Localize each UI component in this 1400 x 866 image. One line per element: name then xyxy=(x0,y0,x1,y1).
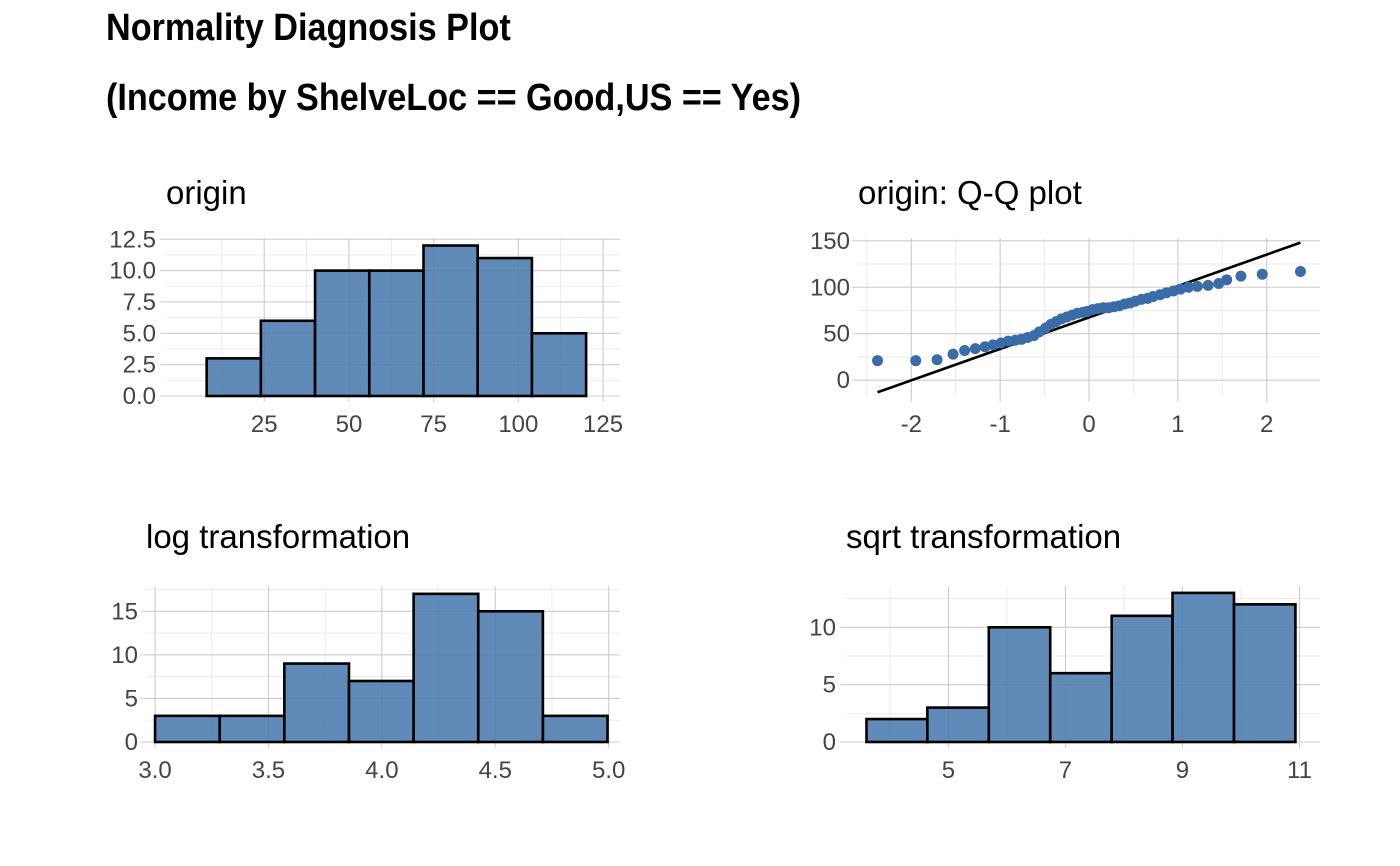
origin-y-tick-label: 5.0 xyxy=(123,320,156,347)
origin-histogram-bar xyxy=(422,244,480,398)
sqrt-x-tick-label: 9 xyxy=(1176,757,1189,784)
log-histogram-bar xyxy=(218,714,286,744)
qq-y-tick-label: 0 xyxy=(837,367,850,394)
qq-point xyxy=(1235,270,1247,282)
qq-x-tick-label: 1 xyxy=(1171,411,1184,438)
sqrt-panel-title: sqrt transformation xyxy=(846,518,1121,555)
sqrt-histogram-bar xyxy=(1048,671,1113,744)
qq-x-tick-label: 2 xyxy=(1260,411,1273,438)
qq-panel: origin: Q-Q plot -2 -1 0 1 2 0 50 100 150 xyxy=(810,174,1320,438)
qq-y-tick-label: 150 xyxy=(810,228,850,255)
log-panel: log transformation 3.0 3.5 4.0 4.5 5.0 0 5 10 15 xyxy=(111,518,625,784)
qq-point xyxy=(1183,281,1195,293)
sqrt-y-tick-label: 10 xyxy=(809,614,836,641)
origin-y-tick-label: 7.5 xyxy=(123,289,156,316)
qq-point xyxy=(872,355,884,367)
log-x-tick-label: 4.5 xyxy=(479,757,512,784)
qq-point xyxy=(1256,268,1268,280)
qq-point xyxy=(910,355,922,367)
qq-y-tick-label: 100 xyxy=(810,274,850,301)
log-histogram-bar xyxy=(412,592,480,744)
qq-point xyxy=(947,348,959,360)
log-y-tick-label: 10 xyxy=(111,642,138,669)
log-histogram-bar xyxy=(347,679,415,744)
qq-point xyxy=(1221,274,1233,286)
sqrt-histogram-bar xyxy=(987,625,1052,744)
qq-point xyxy=(1202,279,1214,291)
sqrt-histogram-bar xyxy=(865,717,929,744)
origin-y-tick-label: 0.0 xyxy=(123,383,156,410)
log-x-tick-label: 3.0 xyxy=(138,757,171,784)
origin-x-tick-label: 100 xyxy=(498,411,538,438)
sqrt-histogram-bar xyxy=(1171,591,1236,744)
sqrt-histogram-bar xyxy=(1232,603,1297,744)
origin-y-tick-label: 2.5 xyxy=(123,352,156,379)
sqrt-x-tick-label: 7 xyxy=(1059,757,1072,784)
origin-panel: origin 25 50 75 100 125 0.0 2.5 5.0 7.5 10.0 12.5 xyxy=(109,174,623,438)
origin-x-tick-label: 50 xyxy=(336,411,363,438)
qq-x-tick-label: -2 xyxy=(901,411,922,438)
sqrt-histogram-bar xyxy=(926,706,991,744)
sqrt-x-tick-label: 5 xyxy=(942,757,955,784)
origin-histogram-bar xyxy=(530,332,588,398)
plot-title: Normality Diagnosis Plot (Income by Shel… xyxy=(106,4,801,144)
qq-point xyxy=(969,343,981,355)
qq-point xyxy=(1294,265,1306,277)
qq-point xyxy=(931,354,943,366)
qq-point xyxy=(959,344,971,356)
origin-y-tick-label: 12.5 xyxy=(109,226,156,253)
qq-y-tick-label: 50 xyxy=(823,321,850,348)
origin-y-tick-label: 10.0 xyxy=(109,258,156,285)
log-y-tick-label: 5 xyxy=(125,685,138,712)
qq-panel-title: origin: Q-Q plot xyxy=(858,174,1082,211)
log-x-tick-label: 5.0 xyxy=(592,757,625,784)
log-y-tick-label: 15 xyxy=(111,598,138,625)
qq-x-tick-label: 0 xyxy=(1082,411,1095,438)
qq-x-tick-label: -1 xyxy=(989,411,1010,438)
origin-histogram-bar xyxy=(476,256,534,398)
origin-histogram-bar xyxy=(367,269,425,398)
log-x-tick-label: 3.5 xyxy=(252,757,285,784)
sqrt-panel: sqrt transformation 5 7 9 11 0 5 10 xyxy=(809,518,1320,784)
origin-x-tick-label: 25 xyxy=(251,411,278,438)
origin-panel-title: origin xyxy=(166,174,247,211)
origin-x-tick-label: 75 xyxy=(420,411,447,438)
log-histogram-bar xyxy=(476,609,545,744)
log-histogram-bar xyxy=(541,714,609,744)
log-panel-title: log transformation xyxy=(146,518,410,555)
sqrt-y-tick-label: 5 xyxy=(823,672,836,699)
log-histogram-bar xyxy=(283,662,351,744)
origin-x-tick-label: 125 xyxy=(583,411,623,438)
origin-histogram-bar xyxy=(205,357,263,398)
plot-title-line-1: Normality Diagnosis Plot xyxy=(106,7,511,49)
log-histogram-bar xyxy=(153,714,222,744)
qq-point xyxy=(1191,280,1203,292)
origin-histogram-bar xyxy=(259,319,317,398)
qq-reference-line xyxy=(877,241,1301,394)
origin-histogram-bar xyxy=(313,269,371,398)
plot-title-line-2: (Income by ShelveLoc == Good,US == Yes) xyxy=(106,77,802,119)
log-y-tick-label: 0 xyxy=(125,729,138,756)
log-x-tick-label: 4.0 xyxy=(365,757,398,784)
sqrt-y-tick-label: 0 xyxy=(823,729,836,756)
sqrt-histogram-bar xyxy=(1110,614,1174,744)
sqrt-x-tick-label: 11 xyxy=(1287,757,1312,784)
